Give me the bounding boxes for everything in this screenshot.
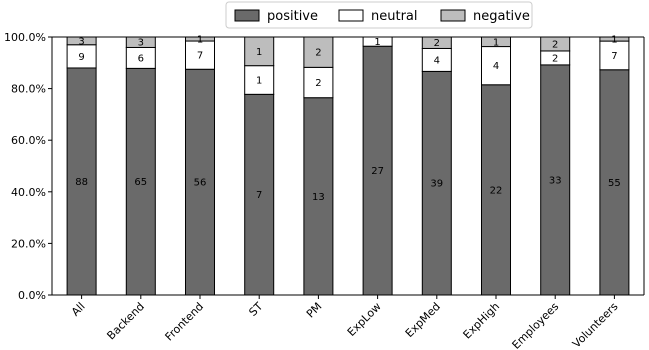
bar-label-negative-exphigh: 1 — [493, 37, 499, 48]
bar-positive-all — [66, 67, 97, 296]
x-tick-label-volunteers: Volunteers — [570, 300, 621, 350]
bar-positive-expmed — [421, 70, 452, 296]
x-tick-label-expmed: ExpMed — [403, 300, 443, 340]
bar-positive-explow — [362, 45, 393, 296]
legend-label-neutral: neutral — [371, 9, 418, 24]
bar-label-neutral-frontend: 7 — [197, 51, 203, 62]
bar-neutral-pm — [303, 66, 334, 99]
y-tick-label: 20.0% — [11, 237, 46, 250]
legend-label-positive: positive — [267, 9, 318, 24]
bar-label-positive-exphigh: 22 — [490, 185, 503, 196]
bar-negative-st — [244, 36, 275, 67]
bar-neutral-st — [244, 65, 275, 95]
bar-label-negative-backend: 3 — [138, 38, 144, 49]
x-tick-label-frontend: Frontend — [163, 300, 207, 344]
legend-label-negative: negative — [473, 9, 530, 24]
bar-label-negative-pm: 2 — [315, 48, 321, 59]
bar-label-positive-backend: 65 — [134, 177, 147, 188]
x-tick-label-backend: Backend — [104, 300, 146, 342]
bar-positive-employees — [540, 64, 571, 296]
bar-neutral-volunteers — [599, 40, 630, 71]
bar-label-positive-frontend: 56 — [194, 178, 207, 189]
bar-label-positive-employees: 33 — [549, 175, 562, 186]
legend-swatch-negative — [440, 9, 466, 22]
x-tick-label-st: ST — [246, 300, 265, 319]
legend-swatch-neutral — [338, 9, 364, 22]
x-tick-label-exphigh: ExpHigh — [461, 300, 503, 342]
bar-label-neutral-explow: 1 — [374, 37, 380, 48]
bar-neutral-exphigh — [480, 46, 512, 86]
bar-label-negative-employees: 2 — [552, 39, 558, 50]
x-tick-label-explow: ExpLow — [345, 300, 384, 339]
bar-positive-backend — [125, 67, 156, 296]
bar-label-neutral-exphigh: 4 — [493, 61, 499, 72]
y-tick-label: 0.0% — [18, 289, 46, 302]
x-tick-label-pm: PM — [304, 300, 325, 321]
bar-neutral-frontend — [184, 40, 216, 70]
legend: positive neutral negative — [225, 1, 533, 29]
bar-label-neutral-volunteers: 7 — [611, 51, 617, 62]
bar-label-negative-all: 3 — [78, 36, 84, 47]
bar-label-negative-frontend: 1 — [197, 35, 203, 46]
bar-label-neutral-pm: 2 — [315, 78, 321, 89]
y-tick-label: 80.0% — [11, 83, 46, 96]
bar-positive-st — [244, 93, 275, 296]
legend-swatch-positive — [234, 9, 260, 22]
bar-label-negative-volunteers: 1 — [611, 35, 617, 46]
bar-label-neutral-st: 1 — [256, 76, 262, 87]
bar-label-positive-expmed: 39 — [430, 179, 443, 190]
bar-positive-frontend — [184, 68, 216, 296]
x-axis: All Backend Frontend ST PM ExpLow ExpMed ExpHig… — [52, 294, 644, 350]
y-tick-label: 60.0% — [11, 134, 46, 147]
bar-positive-pm — [303, 97, 334, 296]
bar-positive-volunteers — [599, 69, 630, 296]
bar-label-neutral-backend: 6 — [138, 53, 144, 64]
bar-label-positive-volunteers: 55 — [608, 178, 621, 189]
y-tick-label: 40.0% — [11, 186, 46, 199]
bar-label-positive-all: 88 — [75, 177, 88, 188]
x-tick-label-employees: Employees — [510, 300, 562, 350]
bar-label-neutral-employees: 2 — [552, 53, 558, 64]
bar-label-neutral-all: 9 — [78, 52, 84, 63]
bar-label-neutral-expmed: 4 — [434, 55, 440, 66]
bar-negative-pm — [303, 36, 334, 68]
bar-label-negative-st: 1 — [256, 47, 262, 58]
bar-label-negative-expmed: 2 — [434, 38, 440, 49]
x-tick-label-all: All — [69, 300, 88, 319]
bar-label-positive-pm: 13 — [312, 192, 325, 203]
y-tick-label: 100.0% — [4, 31, 46, 44]
bar-positive-exphigh — [480, 84, 512, 296]
bar-label-positive-st: 7 — [256, 190, 262, 201]
y-axis: 0.0% 20.0% 40.0% 60.0% 80.0% 100.0% — [4, 31, 645, 302]
bar-label-positive-explow: 27 — [371, 166, 384, 177]
